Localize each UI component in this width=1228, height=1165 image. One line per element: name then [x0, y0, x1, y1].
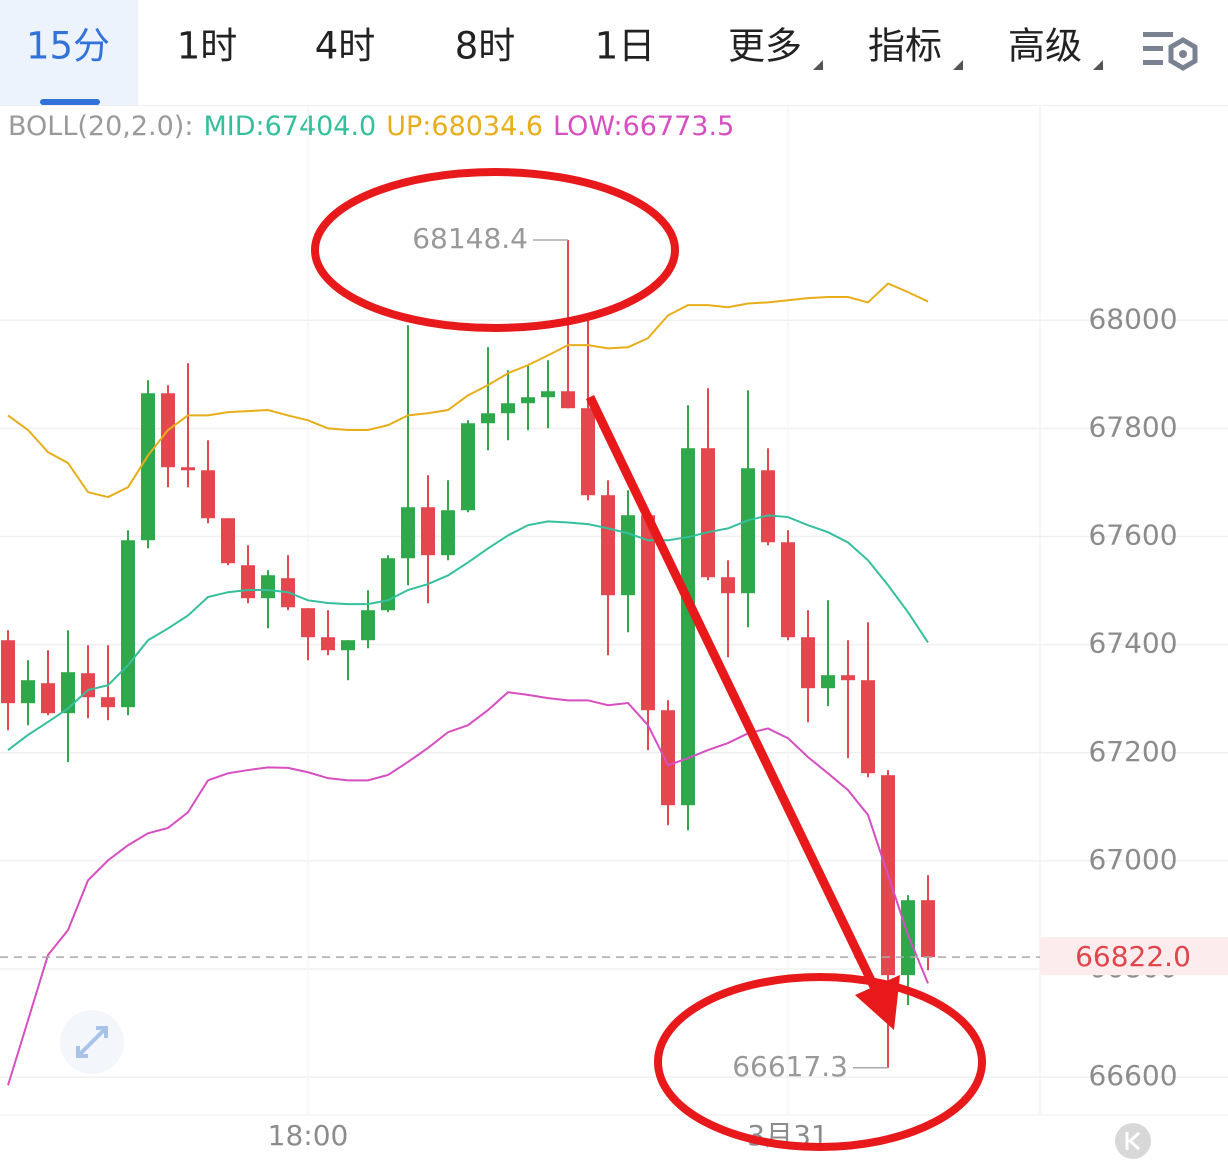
candle-body	[641, 515, 655, 711]
icon-dot	[1179, 50, 1187, 58]
icon-bar	[1143, 46, 1163, 51]
active-tab-underline	[40, 99, 100, 105]
icon-bar	[1143, 60, 1163, 65]
settings-icon[interactable]	[1143, 32, 1198, 71]
expand-icon	[76, 1026, 108, 1058]
candle-body	[901, 900, 915, 976]
candle-body	[181, 467, 195, 471]
candle-body	[481, 413, 495, 424]
candle-body	[381, 558, 395, 611]
candle-body	[221, 518, 235, 564]
candle-body	[301, 608, 315, 638]
candle-body	[441, 510, 455, 556]
boll-line	[7, 691, 929, 1086]
tab[interactable]: 1日	[595, 25, 656, 68]
candle-body	[681, 448, 695, 806]
candle-body	[761, 470, 775, 543]
button-bg	[1115, 1123, 1151, 1159]
candle-body	[121, 540, 135, 708]
highlight-ellipse	[654, 973, 986, 1151]
candle-body	[741, 468, 755, 594]
candle-body	[61, 672, 75, 714]
active-tab-bg	[0, 0, 138, 105]
latest-icon	[1125, 1131, 1140, 1151]
min-label: 66617.3	[732, 1050, 848, 1083]
icon-hex	[1168, 37, 1198, 71]
candle-body	[1, 640, 15, 704]
candle-body	[101, 697, 115, 708]
candle-body	[81, 673, 95, 698]
candle-body	[201, 470, 215, 519]
candle-body	[701, 448, 715, 578]
candle-body	[341, 640, 355, 651]
tab[interactable]: 指标	[868, 25, 942, 68]
candle-body	[821, 675, 835, 689]
boll-line	[7, 514, 929, 751]
scroll-latest-button[interactable]	[1115, 1123, 1151, 1159]
legend-text: BOLL(20,2.0): MID:67404.0 UP:68034.6 LOW:66…	[8, 111, 734, 142]
expand-button[interactable]	[60, 1010, 124, 1074]
candle-body	[41, 683, 55, 714]
candle-body	[361, 610, 375, 641]
candle-body	[921, 900, 935, 958]
icon-bar	[1143, 32, 1173, 37]
candle-body	[541, 391, 555, 398]
candle-body	[21, 680, 35, 704]
candle-body	[521, 397, 535, 404]
max-label: 68148.4	[412, 222, 528, 255]
y-tick-label: 67800	[1088, 410, 1177, 443]
legend-entry: MID:67404.0	[203, 111, 376, 142]
candle-body	[241, 565, 255, 599]
y-tick-label: 68000	[1088, 302, 1177, 335]
tab[interactable]: 1时	[177, 25, 238, 68]
dropdown-caret	[1093, 60, 1103, 70]
candle-body	[781, 542, 795, 638]
candle-body	[461, 423, 475, 511]
dropdown-caret	[813, 60, 823, 70]
boll-line	[7, 282, 929, 499]
y-tick-label: 66600	[1088, 1059, 1177, 1092]
y-tick-label: 67600	[1088, 519, 1177, 552]
candle-body	[581, 408, 595, 496]
candle-body	[621, 515, 635, 596]
candle-body	[561, 391, 575, 409]
legend-entry: UP:68034.6	[386, 111, 543, 142]
y-tick-label: 67000	[1088, 843, 1177, 876]
trend-arrow	[585, 395, 883, 997]
last-price-box	[1040, 937, 1228, 976]
candle-body	[421, 507, 435, 556]
plot: 68148.4 66617.3 66822.0	[0, 222, 1228, 1086]
tab[interactable]: 更多	[728, 25, 802, 68]
candle-body	[721, 577, 735, 594]
annotations	[311, 168, 986, 1151]
tab[interactable]: 15分	[26, 25, 110, 68]
tab[interactable]: 高级	[1008, 25, 1082, 68]
candle-body	[601, 495, 615, 596]
arrow-head	[855, 975, 900, 1030]
candle-body	[141, 393, 155, 541]
last-price-label: 66822.0	[1075, 940, 1191, 973]
candle-body	[661, 710, 675, 806]
candle-body	[861, 680, 875, 774]
candle-body	[321, 637, 335, 651]
legend-entry: LOW:66773.5	[553, 111, 734, 142]
candle-body	[801, 637, 815, 689]
y-tick-label: 67200	[1088, 735, 1177, 768]
y-tick-label: 67400	[1088, 627, 1177, 660]
tab[interactable]: 4时	[315, 25, 376, 68]
indicator-name: BOLL(20,2.0):	[8, 111, 193, 142]
indicator-legend: BOLL(20,2.0): MID:67404.0 UP:68034.6 LOW:66…	[8, 111, 734, 142]
dropdown-caret	[953, 60, 963, 70]
highlight-ellipse	[311, 168, 679, 332]
tab-bar: 15分 1时 4时 8时 1日 更多 指标 高级	[0, 0, 1228, 106]
candle-body	[401, 507, 415, 559]
candle-body	[261, 575, 275, 599]
tab[interactable]: 8时	[455, 25, 516, 68]
candle-body	[841, 675, 855, 681]
candle-body	[501, 403, 515, 414]
x-tick-label: 18:00	[268, 1119, 349, 1152]
grid: 6660066800670006720067400676006780068000…	[0, 104, 1228, 1152]
